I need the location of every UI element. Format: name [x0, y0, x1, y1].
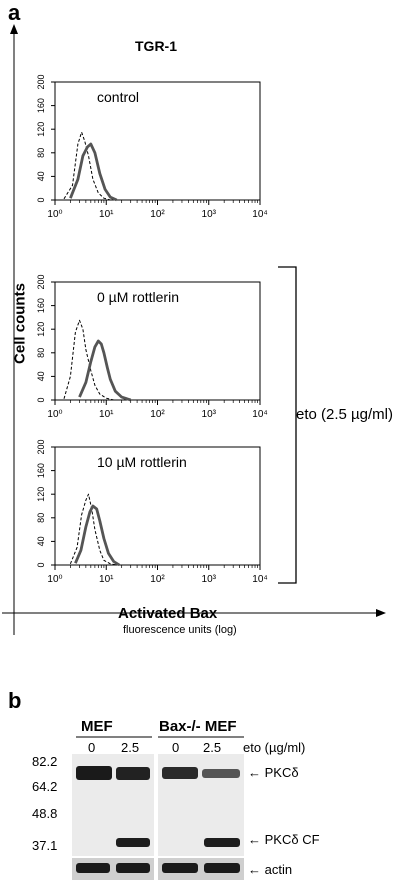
western-blot: [72, 754, 244, 880]
y-tick-label: 200: [36, 274, 46, 289]
arrow-left-icon: ←: [248, 765, 261, 780]
y-tick-label: 40: [36, 171, 46, 181]
marker-48: 48.8: [32, 806, 58, 821]
group-label-mef: MEF: [81, 718, 113, 735]
band-label-actin: ← actin: [248, 862, 292, 877]
histogram-dashed-series: [63, 131, 111, 201]
concentration-label: eto (µg/ml): [243, 740, 306, 755]
y-tick-label: 160: [36, 463, 46, 478]
x-tick-label: 10³: [202, 574, 217, 585]
histogram-solid-series: [74, 504, 121, 567]
y-tick-label: 0: [36, 197, 46, 202]
marker-82: 82.2: [32, 754, 58, 769]
marker-64: 64.2: [32, 779, 58, 794]
histogram-solid-series: [69, 142, 118, 202]
x-tick-label: 10⁰: [47, 574, 62, 585]
x-axis-sublabel: fluorescence units (log): [123, 624, 237, 636]
y-tick-label: 200: [36, 74, 46, 89]
x-tick-label: 10⁴: [252, 574, 267, 585]
band-label-text: PKCδ CF: [264, 832, 320, 847]
plot-title: control: [97, 89, 139, 105]
y-tick-label: 80: [36, 148, 46, 158]
plot-title: 0 µM rottlerin: [97, 289, 179, 305]
band-label-text: PKCδ: [264, 765, 299, 780]
x-tick-label: 10²: [150, 574, 165, 585]
histogram-solid-series: [78, 339, 132, 402]
x-tick-label: 10³: [202, 209, 217, 220]
y-tick-label: 120: [36, 487, 46, 502]
x-tick-label: 10⁴: [252, 409, 267, 420]
bracket-label: eto (2.5 µg/ml): [296, 406, 394, 423]
group-underlines: [76, 736, 244, 738]
histogram-0uM-rottlerin: 0 µM rottlerin 0 40 80 120 160 200 10⁰ 10¹ 10² 10³…: [36, 274, 268, 420]
x-axis-label: Activated Bax: [118, 605, 218, 622]
histogram-control: control 0 40 80 120 160 200 10⁰ 10¹ 10² 10³ 10⁴: [36, 74, 268, 220]
group-label-bax-mef: Bax-/- MEF: [159, 718, 237, 735]
histogram-10uM-rottlerin: 10 µM rottlerin 0 40 80 120 160 200 10⁰ 10¹ 10² 10…: [36, 439, 268, 585]
x-tick-label: 10³: [202, 409, 217, 420]
x-tick-label: 10⁰: [47, 209, 62, 220]
y-tick-label: 160: [36, 298, 46, 313]
x-tick-label: 10¹: [99, 574, 114, 585]
plot-title: 10 µM rottlerin: [97, 454, 187, 470]
y-tick-label: 80: [36, 513, 46, 523]
arrow-left-icon: ←: [248, 862, 261, 877]
y-tick-label: 40: [36, 371, 46, 381]
y-tick-label: 80: [36, 348, 46, 358]
marker-37: 37.1: [32, 838, 58, 853]
y-tick-label: 0: [36, 562, 46, 567]
axis-arrows: [2, 24, 386, 635]
sample-title: TGR-1: [135, 38, 177, 54]
histogram-dashed-series: [63, 319, 114, 401]
panel-b-letter: b: [8, 688, 22, 713]
y-tick-label: 0: [36, 397, 46, 402]
lane-label-4: 2.5: [203, 740, 222, 755]
y-tick-label: 200: [36, 439, 46, 454]
panel-a-letter: a: [8, 0, 21, 25]
y-tick-label: 120: [36, 122, 46, 137]
x-tick-label: 10⁰: [47, 409, 62, 420]
band-label-pkc-delta-cf: ← PKCδ CF: [248, 832, 320, 847]
lane-label-3: 0: [172, 740, 180, 755]
x-tick-label: 10²: [150, 209, 165, 220]
plot-frame: [54, 81, 261, 201]
eto-bracket: [278, 266, 297, 584]
y-tick-label: 40: [36, 536, 46, 546]
lane-label-2: 2.5: [121, 740, 140, 755]
band-label-pkc-delta: ← PKCδ: [248, 765, 299, 780]
y-tick-label: 120: [36, 322, 46, 337]
y-tick-label: 160: [36, 98, 46, 113]
arrow-left-icon: ←: [248, 832, 261, 847]
x-tick-label: 10²: [150, 409, 165, 420]
lane-label-1: 0: [88, 740, 96, 755]
band-label-text: actin: [264, 862, 293, 877]
x-tick-label: 10¹: [99, 409, 114, 420]
x-tick-label: 10⁴: [252, 209, 267, 220]
x-tick-label: 10¹: [99, 209, 114, 220]
